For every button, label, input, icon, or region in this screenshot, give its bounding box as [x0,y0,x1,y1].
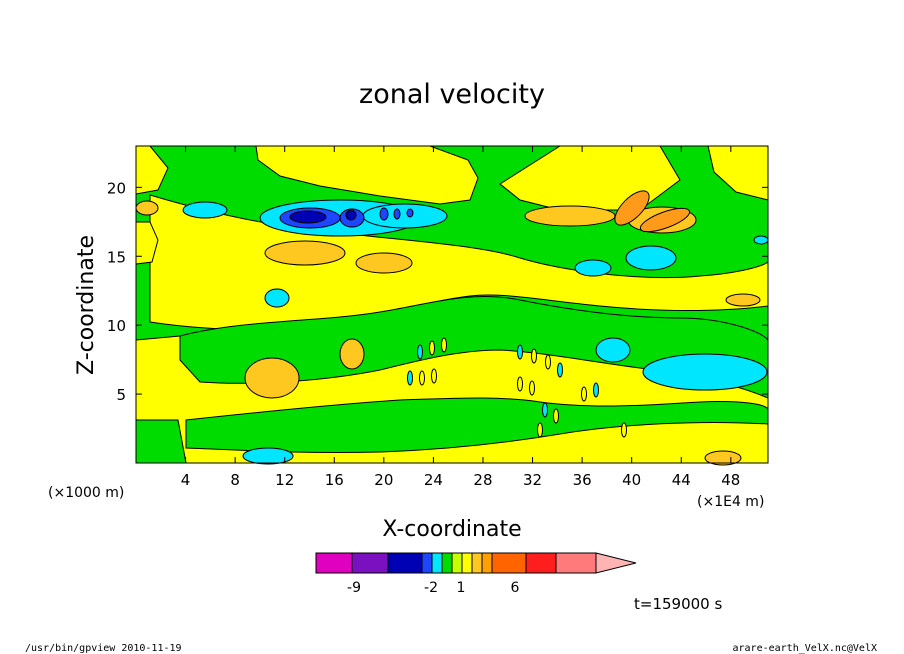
contour-region-34 [345,209,357,221]
y-tick-label: 5 [116,386,126,404]
x-tick-label: 36 [573,471,592,489]
x-tick-label: 32 [523,471,542,489]
y-axis-ticks: 5 10 15 20 [107,179,768,404]
contour-region-27 [595,337,631,363]
x-tick-label: 12 [275,471,294,489]
colorbar-swatch [431,552,443,574]
contour-streak-0 [417,344,423,360]
contour-region-15 [524,205,616,227]
contour-streak-10 [517,376,523,392]
x-tick-label: 40 [622,471,641,489]
contour-streak-14 [581,386,587,402]
colorbar-swatch [387,552,423,574]
y-axis-label: Z-coordinate [74,235,99,375]
x-tick-label: 20 [374,471,393,489]
contour-region-25 [625,245,677,271]
contour-region-33 [289,210,327,224]
colorbar-swatch [441,552,453,574]
x-tick-label: 4 [181,471,191,489]
contour-region-21 [182,201,228,219]
contour-streak-6 [517,344,523,360]
contour-region-11 [339,338,365,370]
contour-streak-8 [545,354,551,370]
colorbar-label-one: 1 [457,580,466,596]
colorbar [315,552,637,574]
contour-region-28 [642,353,768,391]
colorbar-swatch [315,552,353,574]
colorbar-swatch [491,552,527,574]
colorbar-swatch [351,552,389,574]
contour-streak-11 [529,380,535,396]
x-tick-label: 48 [721,471,740,489]
contour-streak-15 [593,382,599,398]
x-tick-label: 16 [325,471,344,489]
contour-streak-2 [441,337,447,353]
contour-region-10 [244,357,300,399]
contour-fields [135,145,769,466]
contour-region-24 [264,288,290,308]
contour-region-19 [614,190,650,226]
contour-streak-1 [429,340,435,356]
contour-region-2 [255,145,479,205]
contour-streak-9 [557,362,563,378]
x-tick-label: 28 [473,471,492,489]
x-axis-label: X-coordinate [382,517,521,542]
contour-streak-17 [537,422,543,438]
contour-streak-12 [542,402,548,418]
colorbar-label-min: -9 [347,580,361,596]
colorbar-labels: -9 -2 1 6 [347,580,520,596]
contour-streak-4 [419,370,425,386]
x-axis-ticks: 4 8 12 16 20 24 28 32 36 40 44 48 [181,146,740,489]
colorbar-extend-arrow [595,552,637,574]
colorbar-swatch [481,552,493,574]
colorbar-swatch [461,552,473,574]
contour-region-37 [406,208,414,218]
contour-region-29 [242,447,294,465]
contour-region-36 [393,208,401,220]
chart-title: zonal velocity [359,79,545,110]
contour-region-12 [135,200,159,216]
contour-region-35 [379,207,389,221]
contour-streak-7 [531,348,537,364]
contour-region-20 [639,207,691,233]
x-tick-label: 44 [672,471,691,489]
colorbar-label-pos: 6 [511,580,520,596]
contour-region-18 [704,450,742,466]
contour-region-30 [753,235,769,245]
contour-region-26 [574,259,612,277]
y-tick-label: 10 [107,317,126,335]
contour-region-14 [355,252,413,274]
contour-streak-3 [407,370,413,386]
footer-left: /usr/bin/gpview 2010-11-19 [25,643,182,654]
contour-streak-5 [431,368,437,384]
colorbar-swatch [555,552,597,574]
colorbar-swatch [421,552,433,574]
x-tick-label: 8 [230,471,240,489]
colorbar-swatch [471,552,483,574]
contour-region-8 [185,397,769,454]
footer-right: arare-earth_VelX.nc@VelX [733,643,878,654]
colorbar-swatch [451,552,463,574]
time-label: t=159000 s [634,595,722,613]
contour-streak-13 [553,408,559,424]
plot-area [135,145,769,466]
x-unit-label: (×1E4 m) [697,494,764,510]
contour-region-17 [725,293,761,307]
y-tick-label: 15 [107,248,126,266]
contour-region-9 [135,419,187,464]
y-unit-label: (×1000 m) [48,485,124,501]
contour-region-23 [362,203,448,229]
colorbar-swatch [525,552,557,574]
x-tick-label: 24 [424,471,443,489]
contour-region-13 [264,240,346,266]
contour-streak-16 [621,422,627,438]
y-tick-label: 20 [107,179,126,197]
colorbar-label-neg: -2 [424,580,438,596]
plot-frame [135,145,769,464]
